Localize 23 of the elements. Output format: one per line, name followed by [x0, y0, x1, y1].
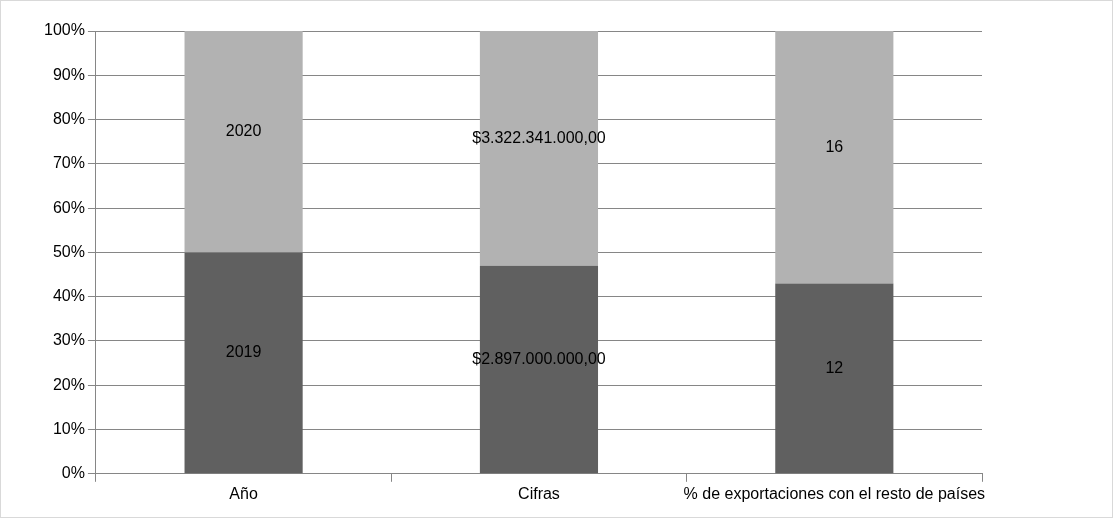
bar	[775, 283, 894, 474]
x-tick-label: Cifras	[518, 484, 560, 502]
y-tick-label: 0%	[61, 464, 85, 482]
bar	[775, 31, 894, 284]
y-tick-label: 40%	[52, 287, 85, 305]
bar	[184, 31, 303, 253]
y-tick-label: 60%	[52, 198, 85, 216]
x-tick-label: % de exportaciones con el resto de países	[683, 484, 986, 502]
y-tick-label: 100%	[44, 21, 85, 39]
annotation: 16	[825, 137, 844, 155]
annotation: 2019	[225, 343, 262, 361]
y-tick-label: 70%	[52, 154, 85, 172]
x-tick-label: Año	[229, 484, 258, 502]
y-tick-label: 20%	[52, 375, 85, 393]
bar	[184, 252, 303, 474]
y-tick-label: 90%	[52, 65, 85, 83]
y-tick-label: 30%	[52, 331, 85, 349]
y-tick-label: 10%	[52, 419, 85, 437]
annotation: 2020	[225, 122, 262, 140]
y-tick-label: 80%	[52, 109, 85, 127]
y-tick-label: 50%	[52, 242, 85, 260]
annotation: $3.322.341.000,00	[472, 128, 606, 146]
annotation: 12	[825, 358, 844, 376]
